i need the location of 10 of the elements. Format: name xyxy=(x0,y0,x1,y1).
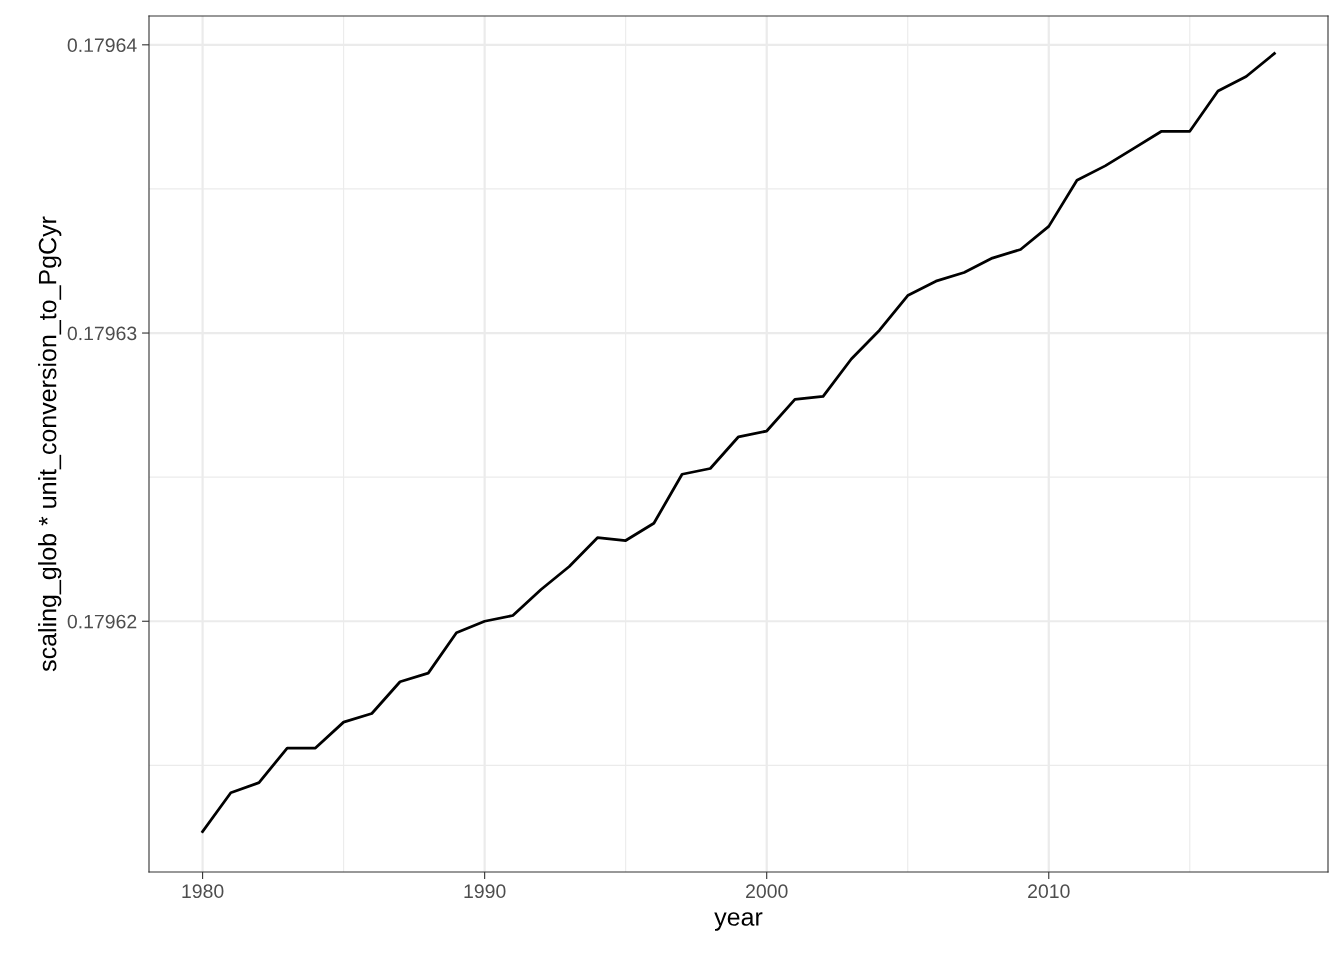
x-tick-label: 1980 xyxy=(182,884,224,899)
y-tick-label: 0.17962 xyxy=(67,614,137,629)
x-tick-label: 2000 xyxy=(746,884,788,899)
x-axis-title: year xyxy=(714,912,763,931)
y-tick-label: 0.17963 xyxy=(67,326,137,341)
x-tick-label: 2010 xyxy=(1028,884,1070,899)
x-tick-label: 1990 xyxy=(464,884,506,899)
y-axis-title: scaling_glob * unit_conversion_to_PgCyr xyxy=(38,216,62,672)
y-tick-label: 0.17964 xyxy=(67,38,137,53)
line-series xyxy=(201,52,1276,834)
